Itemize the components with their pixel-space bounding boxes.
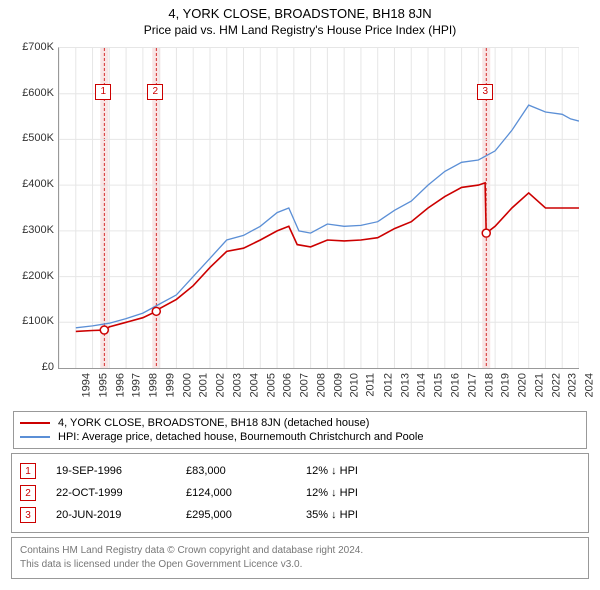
x-tick: 1997 <box>131 373 143 397</box>
x-tick: 2024 <box>584 373 596 397</box>
x-tick: 2007 <box>299 373 311 397</box>
x-tick: 2023 <box>567 373 579 397</box>
legend-label-2: HPI: Average price, detached house, Bour… <box>58 431 423 443</box>
x-tick: 2004 <box>248 373 260 397</box>
sale-price-2: £124,000 <box>186 487 286 499</box>
legend-label-1: 4, YORK CLOSE, BROADSTONE, BH18 8JN (det… <box>58 417 369 429</box>
y-tick: £500K <box>10 132 54 144</box>
plot-area <box>58 47 579 369</box>
x-tick: 2003 <box>231 373 243 397</box>
sale-badge-1: 1 <box>20 463 36 479</box>
y-tick: £700K <box>10 41 54 53</box>
sale-delta-1: 12% ↓ HPI <box>306 465 358 477</box>
y-tick: £300K <box>10 224 54 236</box>
x-axis-labels: 1994 1995 1996 1997 1998 1999 2000 2001 2002 2003… <box>58 373 578 413</box>
x-tick: 2000 <box>181 373 193 397</box>
chart-area: £0 £100K £200K £300K £400K £500K £600K £700K 19… <box>10 41 590 411</box>
x-tick: 2011 <box>365 373 377 397</box>
x-tick: 2020 <box>517 373 529 397</box>
chart-container: 4, YORK CLOSE, BROADSTONE, BH18 8JN Pric… <box>0 0 600 590</box>
credit: Contains HM Land Registry data © Crown c… <box>11 537 589 579</box>
credit-line-1: Contains HM Land Registry data © Crown c… <box>20 544 580 558</box>
legend-swatch-2 <box>20 436 50 438</box>
x-tick: 2010 <box>349 373 361 397</box>
x-tick: 2001 <box>198 373 210 397</box>
x-tick: 2006 <box>282 373 294 397</box>
sale-delta-3: 35% ↓ HPI <box>306 509 358 521</box>
legend-item-1: 4, YORK CLOSE, BROADSTONE, BH18 8JN (det… <box>20 416 580 430</box>
sale-badge-2: 2 <box>20 485 36 501</box>
x-tick: 2022 <box>550 373 562 397</box>
x-tick: 2005 <box>265 373 277 397</box>
x-tick: 1994 <box>80 373 92 397</box>
legend-item-2: HPI: Average price, detached house, Bour… <box>20 430 580 444</box>
y-tick: £0 <box>10 361 54 373</box>
y-tick: £400K <box>10 178 54 190</box>
x-tick: 1996 <box>114 373 126 397</box>
legend-swatch-1 <box>20 422 50 424</box>
x-tick: 2021 <box>533 373 545 397</box>
y-tick: £200K <box>10 270 54 282</box>
chart-title: 4, YORK CLOSE, BROADSTONE, BH18 8JN <box>0 0 600 21</box>
x-tick: 1999 <box>164 373 176 397</box>
x-tick: 2002 <box>215 373 227 397</box>
x-tick: 2019 <box>500 373 512 397</box>
marker-badge-1: 1 <box>95 84 111 100</box>
chart-subtitle: Price paid vs. HM Land Registry's House … <box>0 21 600 41</box>
x-tick: 2018 <box>483 373 495 397</box>
sale-row-3: 3 20-JUN-2019 £295,000 35% ↓ HPI <box>20 504 580 526</box>
x-tick: 1998 <box>148 373 160 397</box>
y-tick: £600K <box>10 87 54 99</box>
x-tick: 2017 <box>466 373 478 397</box>
x-tick: 2009 <box>332 373 344 397</box>
credit-line-2: This data is licensed under the Open Gov… <box>20 558 580 572</box>
sale-price-3: £295,000 <box>186 509 286 521</box>
sale-price-1: £83,000 <box>186 465 286 477</box>
sale-row-2: 2 22-OCT-1999 £124,000 12% ↓ HPI <box>20 482 580 504</box>
sale-delta-2: 12% ↓ HPI <box>306 487 358 499</box>
sale-row-1: 1 19-SEP-1996 £83,000 12% ↓ HPI <box>20 460 580 482</box>
x-tick: 2015 <box>433 373 445 397</box>
sales-table: 1 19-SEP-1996 £83,000 12% ↓ HPI 2 22-OCT… <box>11 453 589 533</box>
sale-date-1: 19-SEP-1996 <box>56 465 166 477</box>
x-tick: 2008 <box>315 373 327 397</box>
x-tick: 2013 <box>399 373 411 397</box>
x-tick: 2012 <box>382 373 394 397</box>
legend: 4, YORK CLOSE, BROADSTONE, BH18 8JN (det… <box>13 411 587 449</box>
sale-badge-3: 3 <box>20 507 36 523</box>
x-tick: 2014 <box>416 373 428 397</box>
plot-svg <box>59 48 579 368</box>
sale-date-3: 20-JUN-2019 <box>56 509 166 521</box>
x-tick: 2016 <box>450 373 462 397</box>
marker-badge-3: 3 <box>477 84 493 100</box>
sale-date-2: 22-OCT-1999 <box>56 487 166 499</box>
x-tick: 1995 <box>97 373 109 397</box>
y-tick: £100K <box>10 315 54 327</box>
marker-badge-2: 2 <box>147 84 163 100</box>
